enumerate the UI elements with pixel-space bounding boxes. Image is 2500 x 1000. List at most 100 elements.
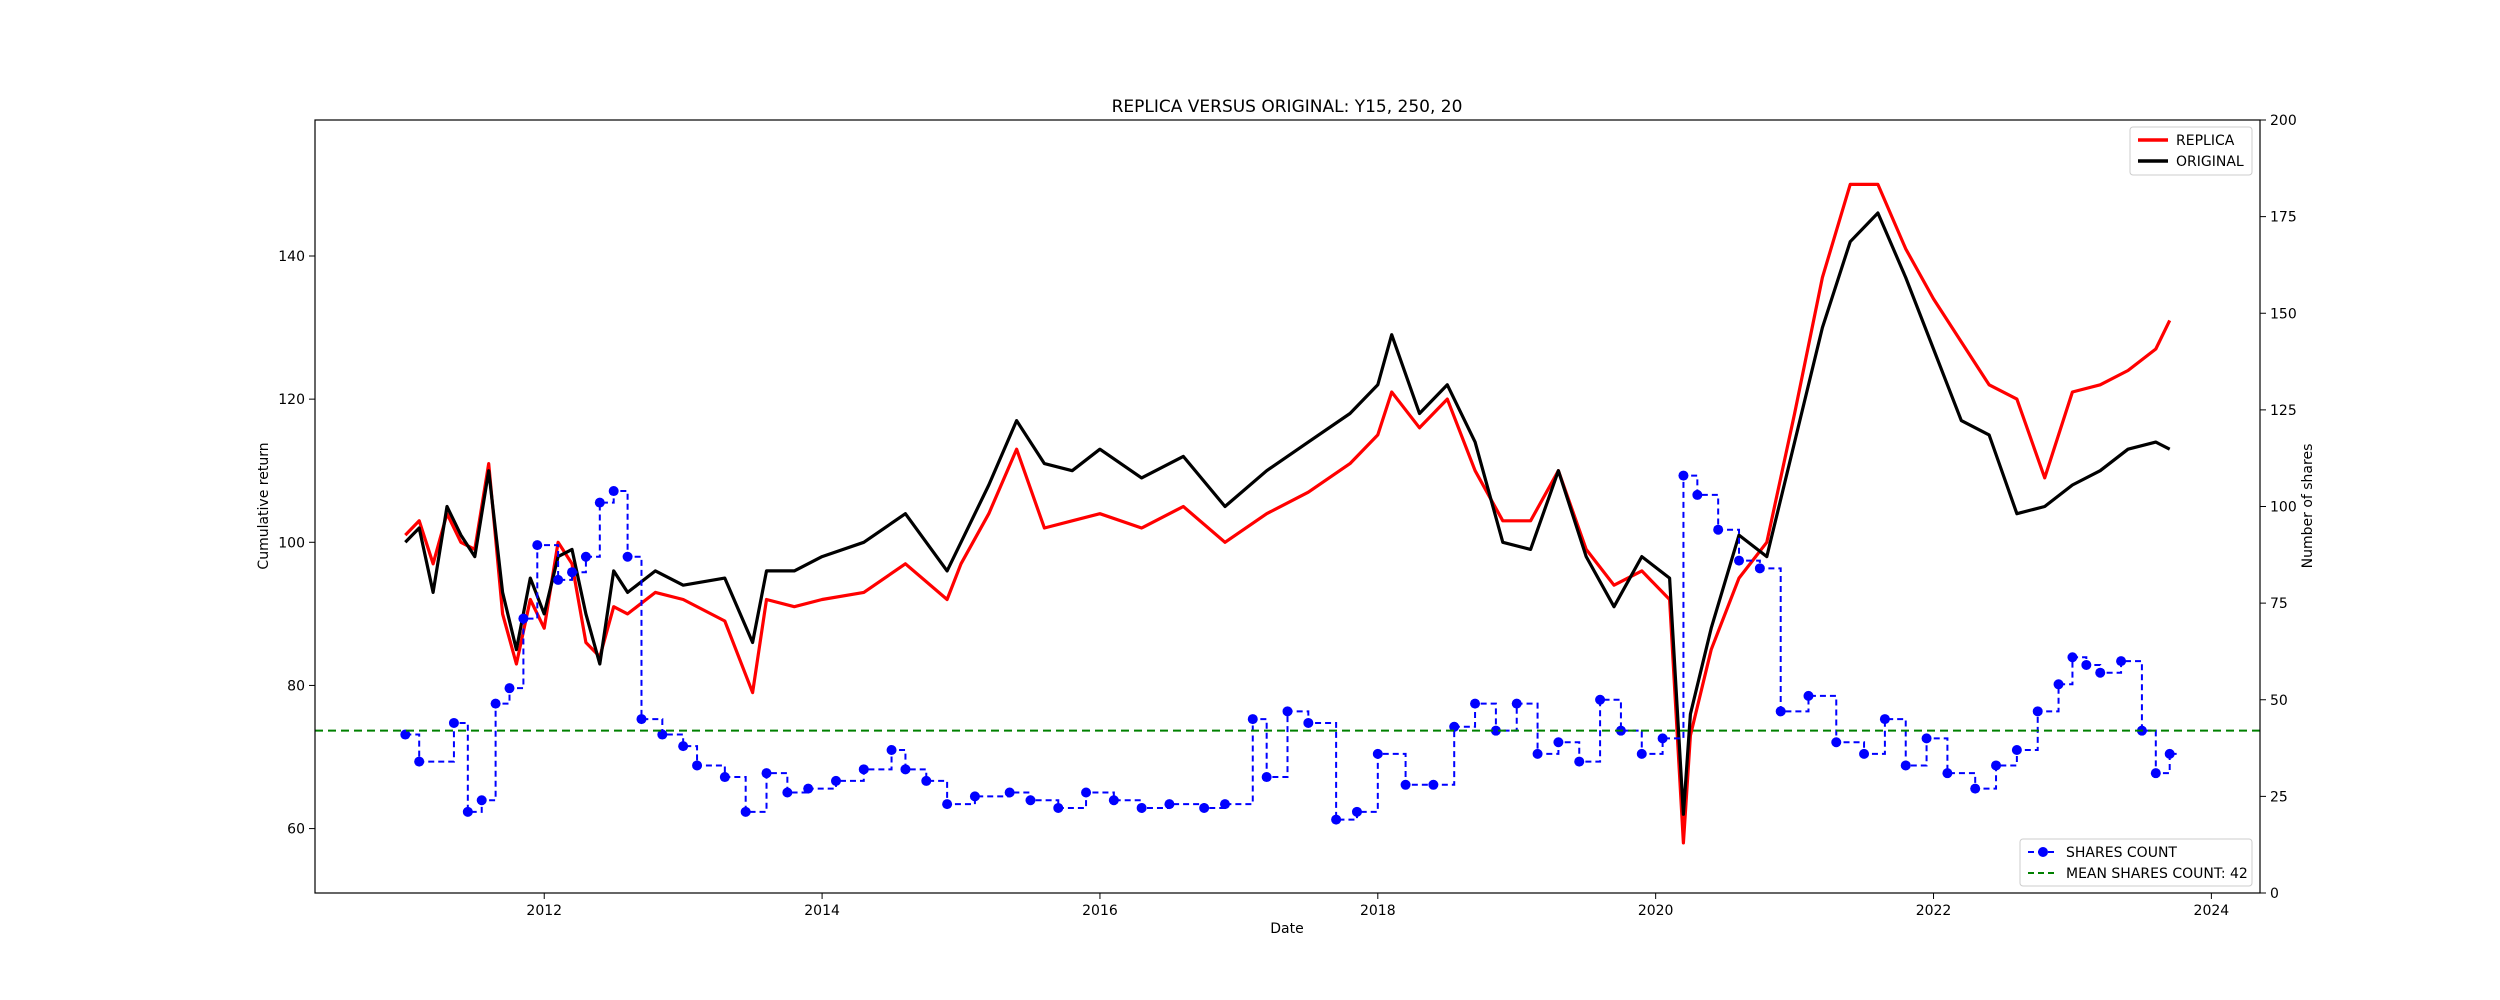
y-tick-label-100: 100 [278,535,305,551]
shares-point-20 [740,806,751,817]
x-tick-label-2024: 2024 [2194,903,2230,919]
shares-point-40 [1247,714,1258,725]
shares-point-17 [678,741,689,752]
shares-point-27 [900,764,911,775]
y2-tick-label-150: 150 [2270,306,2297,322]
shares-point-14 [622,551,633,562]
y2-tick-label-125: 125 [2270,403,2297,419]
y2-tick-label-25: 25 [2270,789,2288,805]
shares-point-53 [1532,748,1543,759]
shares-point-4 [476,795,487,806]
shares-point-69 [1879,714,1890,725]
legend-upper: REPLICA ORIGINAL [2129,126,2253,176]
shares-point-32 [1025,795,1036,806]
shares-point-43 [1303,717,1314,728]
shares-point-34 [1081,787,1092,798]
y-tick-label-140: 140 [278,249,305,265]
plot-frame [314,119,2261,894]
shares-point-67 [1831,737,1842,748]
shares-point-42 [1282,706,1293,717]
shares-point-79 [2081,659,2092,670]
shares-point-65 [1775,706,1786,717]
shares-point-6 [504,683,515,694]
shares-point-1 [414,756,425,767]
shares-point-23 [803,783,814,794]
shares-point-41 [1261,772,1272,783]
shares-point-48 [1428,779,1439,790]
y2-tick-label-75: 75 [2270,596,2288,612]
y-tick-label-120: 120 [278,392,305,408]
shares-point-64 [1754,563,1765,574]
shares-point-84 [2164,748,2175,759]
x-tick-label-2016: 2016 [1082,903,1118,919]
shares-point-63 [1734,555,1745,566]
shares-point-72 [1942,768,1953,779]
x-tick-label-2018: 2018 [1360,903,1396,919]
shares-point-0 [400,729,411,740]
shares-point-12 [594,497,605,508]
shares-point-51 [1490,725,1501,736]
shares-point-59 [1657,733,1668,744]
shares-point-77 [2053,679,2064,690]
shares-point-44 [1331,814,1342,825]
legend-mean-label: MEAN SHARES COUNT: 42 [2066,866,2248,882]
x-tick-label-2020: 2020 [1638,903,1674,919]
shares-point-7 [518,613,529,624]
shares-point-60 [1678,470,1689,481]
legend-shares-label: SHARES COUNT [2066,845,2177,861]
legend-original-label: ORIGINAL [2176,154,2244,170]
series-shares-count-markers [400,470,2175,825]
shares-point-81 [2116,656,2127,667]
shares-point-31 [1004,787,1015,798]
shares-point-56 [1595,694,1606,705]
x-tick-label-2014: 2014 [804,903,840,919]
y2-tick-label-100: 100 [2270,500,2297,516]
shares-point-71 [1921,733,1932,744]
shares-point-58 [1636,748,1647,759]
legend-lower-box [2019,838,2253,887]
shares-point-83 [2150,768,2161,779]
legend-lower: SHARES COUNT MEAN SHARES COUNT: 42 [2019,838,2253,887]
chart-title: REPLICA VERSUS ORIGINAL: Y15, 250, 20 [1112,97,1463,117]
shares-point-37 [1164,799,1175,810]
y-tick-label-60: 60 [287,822,305,838]
shares-point-35 [1108,795,1119,806]
shares-point-50 [1470,698,1481,709]
plot-area [315,120,2260,893]
legend-shares-marker [2038,847,2048,857]
shares-point-11 [580,551,591,562]
shares-point-66 [1803,690,1814,701]
shares-point-75 [2011,744,2022,755]
y2-tick-label-50: 50 [2270,693,2288,709]
shares-point-25 [858,764,869,775]
shares-point-15 [636,714,647,725]
shares-point-5 [490,698,501,709]
y2-axis-label: Number of shares [2300,444,2316,569]
x-axis-label: Date [1270,921,1303,937]
shares-point-80 [2095,667,2106,678]
shares-point-30 [969,791,980,802]
shares-point-76 [2032,706,2043,717]
shares-point-19 [719,772,730,783]
x-tick-label-2012: 2012 [526,903,562,919]
shares-point-49 [1449,721,1460,732]
shares-point-46 [1372,748,1383,759]
shares-point-26 [886,744,897,755]
series-layer [315,182,2260,845]
shares-point-68 [1859,748,1870,759]
shares-point-3 [462,806,473,817]
shares-point-36 [1136,802,1147,813]
legend-replica-label: REPLICA [2176,133,2235,149]
shares-point-73 [1970,783,1981,794]
shares-point-33 [1053,802,1064,813]
shares-point-22 [782,787,793,798]
shares-point-29 [942,799,953,810]
y-tick-label-80: 80 [287,678,305,694]
shares-point-78 [2067,652,2078,663]
shares-point-39 [1219,799,1230,810]
shares-point-10 [567,567,578,578]
shares-point-28 [921,775,932,786]
shares-point-62 [1713,524,1724,535]
tick-layer: 2012 2014 2016 2018 2020 2022 2024 60 80 100 120 14… [278,113,2296,919]
